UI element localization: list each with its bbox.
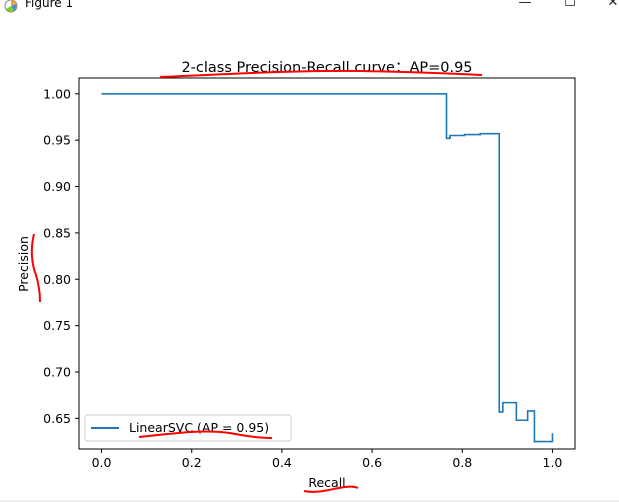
legend-underline-annotation	[138, 430, 273, 439]
legend-series-label: LinearSVC (AP = 0.95)	[129, 420, 269, 435]
x-tick-label: 0.0	[92, 455, 112, 470]
minimize-button[interactable]: —	[518, 0, 532, 10]
matplotlib-logo-icon	[4, 0, 18, 13]
window-bottom-border	[0, 500, 619, 502]
y-tick-label: 1.00	[43, 86, 71, 101]
maximize-button[interactable]: ☐	[564, 0, 576, 10]
y-tick-label: 0.80	[43, 272, 71, 287]
y-tick-label: 0.75	[43, 318, 71, 333]
title-underline-annotation	[159, 69, 483, 78]
x-axis-ticks: 0.0 0.2 0.4 0.6 0.8 1.0	[92, 449, 563, 470]
x-tick-label: 0.2	[182, 455, 202, 470]
y-tick-label: 0.70	[43, 365, 71, 380]
xlabel-underline-annotation	[303, 485, 359, 493]
y-tick-label: 0.65	[43, 411, 71, 426]
plot-area-frame	[78, 77, 576, 450]
x-tick-label: 0.6	[362, 455, 382, 470]
window-title: Figure 1	[25, 0, 74, 10]
y-tick-label: 0.95	[43, 133, 71, 148]
ylabel-underline-annotation	[30, 233, 41, 303]
x-tick-label: 0.4	[272, 455, 292, 470]
y-tick-label: 0.90	[43, 179, 71, 194]
y-tick-label: 0.85	[43, 225, 71, 240]
series-line-linearsvc	[101, 92, 554, 443]
x-tick-label: 0.8	[452, 455, 472, 470]
x-axis-label: Recall	[308, 475, 345, 490]
y-axis-label: Precision	[16, 236, 31, 292]
x-tick-label: 1.0	[543, 455, 563, 470]
series-layer	[101, 92, 554, 443]
close-button[interactable]: ✕	[607, 0, 619, 10]
y-axis-ticks: 0.65 0.70 0.75 0.80 0.85 0.90 0.95 1.00	[43, 86, 79, 426]
window-titlebar: Figure 1 — ☐ ✕	[0, 0, 619, 14]
legend: LinearSVC (AP = 0.95)	[84, 414, 292, 442]
